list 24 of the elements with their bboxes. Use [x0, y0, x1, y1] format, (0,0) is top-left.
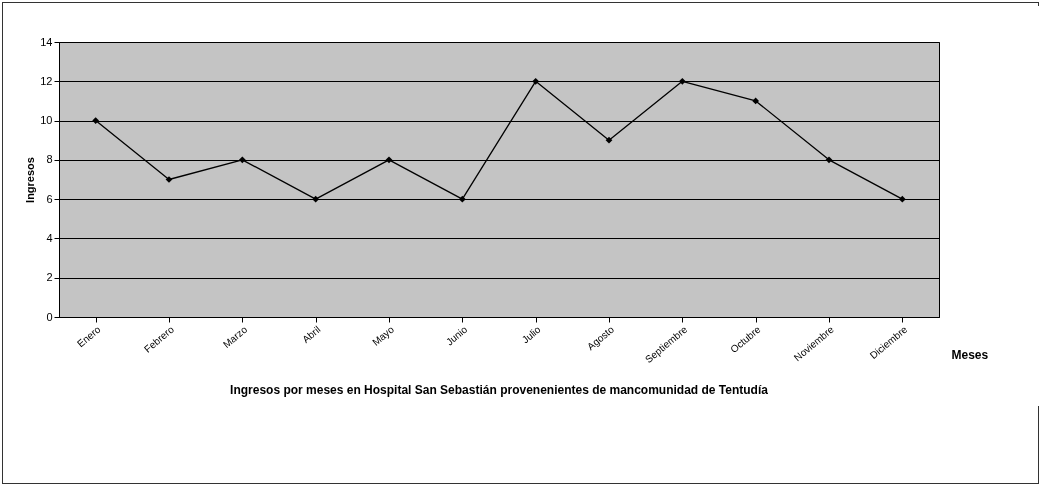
point — [458, 195, 466, 203]
x-tick-label: Julio — [519, 323, 543, 346]
y-axis-title: Ingresos — [24, 157, 37, 203]
point — [385, 156, 393, 164]
y-tick-label: 10 — [40, 114, 53, 127]
point — [92, 117, 100, 124]
text: Ingresos por meses en Hospital San Sebastián provenenientes de mancomunidad de Tentudía — [230, 382, 769, 397]
y-tick-label: 6 — [46, 192, 53, 205]
point — [898, 195, 906, 203]
point — [752, 97, 760, 105]
point — [605, 136, 613, 144]
point — [532, 77, 540, 85]
y-tick-label: 12 — [40, 74, 53, 87]
y-tick-label: 8 — [46, 153, 53, 166]
point — [312, 195, 320, 203]
point — [678, 77, 686, 85]
point — [825, 156, 833, 164]
y-tick-label: 14 — [40, 35, 53, 48]
point — [238, 156, 246, 164]
x-tick-label: Abril — [300, 323, 323, 346]
y-tick-label: 0 — [46, 310, 53, 323]
x-axis-title: Meses — [951, 347, 989, 362]
y-tick-label: 2 — [46, 271, 53, 284]
y-tick-label: 4 — [46, 231, 53, 244]
